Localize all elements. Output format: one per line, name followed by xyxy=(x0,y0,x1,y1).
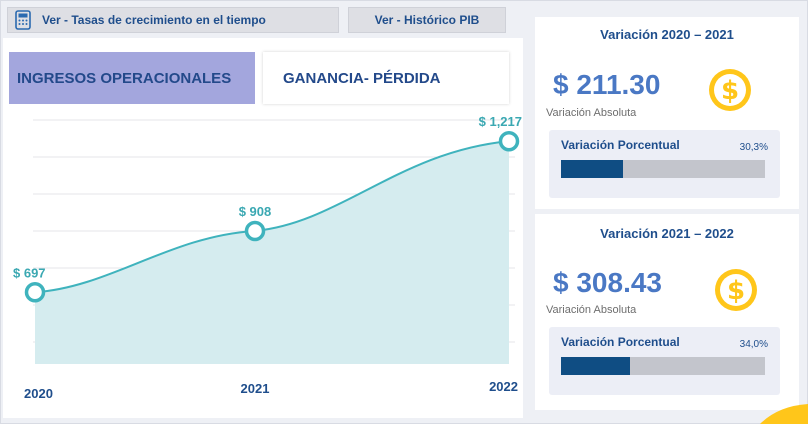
data-point-2021 xyxy=(244,220,266,242)
progress-fill xyxy=(561,160,623,178)
svg-text:$: $ xyxy=(727,276,745,306)
calculator-icon xyxy=(15,10,31,30)
tab-ingresos-label: INGRESOS OPERACIONALES xyxy=(17,69,232,87)
card-sub-label: Variación Absoluta xyxy=(546,107,637,119)
tab-ganancia-perdida[interactable]: GANANCIA- PÉRDIDA xyxy=(263,52,509,104)
tab-ganancia-label: GANANCIA- PÉRDIDA xyxy=(283,69,441,87)
nav-pib-label: Ver - Histórico PIB xyxy=(374,13,480,27)
progress-fill xyxy=(561,357,631,375)
card-value: $ 211.30 xyxy=(553,69,661,100)
percent-label: Variación Porcentual xyxy=(561,335,680,349)
corner-decoration xyxy=(760,404,808,424)
data-label-2022: $ 1,217 xyxy=(479,114,522,129)
card-sub-label: Variación Absoluta xyxy=(546,304,637,316)
variation-card-2020-2021: Variación 2020 – 2021 $ 211.30 Variación… xyxy=(535,17,799,209)
percent-value: 34,0% xyxy=(739,339,768,350)
nav-tasas-button[interactable]: Ver - Tasas de crecimiento en el tiempo xyxy=(7,7,339,33)
percent-box: Variación Porcentual 30,3% xyxy=(549,130,780,198)
variation-card-2021-2022: Variación 2021 – 2022 $ 308.43 Variación… xyxy=(535,214,799,410)
x-tick-2020: 2020 xyxy=(24,386,53,401)
dollar-coin-icon: $ xyxy=(715,269,757,311)
data-point-2020 xyxy=(24,282,46,303)
data-label-2020: $ 697 xyxy=(13,265,46,280)
x-tick-2022: 2022 xyxy=(489,379,518,394)
progress-track xyxy=(561,357,765,375)
dollar-coin-icon: $ xyxy=(709,69,751,111)
tab-ingresos-operacionales[interactable]: INGRESOS OPERACIONALES xyxy=(9,52,255,104)
percent-label: Variación Porcentual xyxy=(561,138,680,152)
percent-box: Variación Porcentual 34,0% xyxy=(549,327,780,395)
data-label-2021: $ 908 xyxy=(239,204,272,219)
nav-pib-button[interactable]: Ver - Histórico PIB xyxy=(348,7,506,33)
area-fill xyxy=(35,141,509,364)
data-point-2022 xyxy=(498,130,520,152)
card-title: Variación 2021 – 2022 xyxy=(600,226,734,241)
svg-text:$: $ xyxy=(721,76,739,106)
percent-value: 30,3% xyxy=(739,142,768,153)
nav-tasas-label: Ver - Tasas de crecimiento en el tiempo xyxy=(42,13,266,27)
card-value: $ 308.43 xyxy=(553,267,662,298)
card-title: Variación 2020 – 2021 xyxy=(600,27,734,42)
progress-track xyxy=(561,160,765,178)
x-tick-2021: 2021 xyxy=(241,381,270,396)
